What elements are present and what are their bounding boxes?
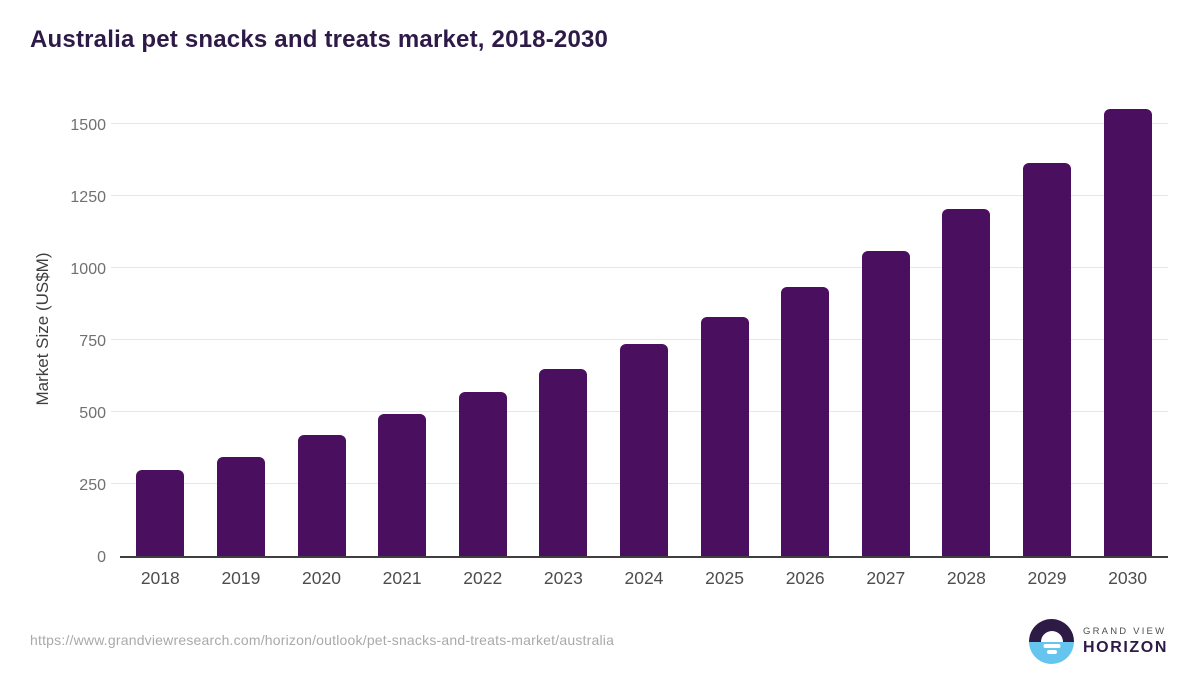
bar-slot-2028 <box>926 100 1007 556</box>
bar-2022 <box>458 392 507 556</box>
y-tick-label-500: 500 <box>79 404 106 422</box>
bar-slot-2023 <box>523 100 604 556</box>
brand-logo-text: GRAND VIEW HORIZON <box>1083 626 1168 657</box>
bar-slot-2025 <box>684 100 765 556</box>
bar-2023 <box>539 369 588 556</box>
x-tick-label-2018: 2018 <box>140 568 180 588</box>
x-tick-label-2019: 2019 <box>221 568 261 588</box>
bar-slot-2021 <box>362 100 443 556</box>
gridline-1250 <box>111 194 1168 196</box>
x-tick-label-2021: 2021 <box>382 568 422 588</box>
y-tick-label-1250: 1250 <box>70 188 106 206</box>
bar-2021 <box>378 414 427 556</box>
bar-2028 <box>942 209 991 556</box>
bar-2024 <box>619 344 668 556</box>
brand-logo: GRAND VIEW HORIZON <box>1029 619 1168 664</box>
gridline-750 <box>111 338 1168 340</box>
logo-sun-shape <box>1040 630 1063 642</box>
bar-slot-2018 <box>120 100 201 556</box>
bar-2019 <box>216 457 265 556</box>
bar-slot-2026 <box>765 100 846 556</box>
bar-slot-2030 <box>1087 100 1168 556</box>
brand-name-top: GRAND VIEW <box>1083 626 1167 637</box>
x-tick-label-2023: 2023 <box>543 568 583 588</box>
chart-title: Australia pet snacks and treats market, … <box>30 26 609 53</box>
bar-2026 <box>781 286 830 556</box>
gridline-1000 <box>111 266 1168 268</box>
bar-slot-2029 <box>1007 100 1088 556</box>
bar-2020 <box>297 435 346 556</box>
x-tick-label-2020: 2020 <box>302 568 341 588</box>
x-tick-label-2026: 2026 <box>785 568 825 588</box>
y-tick-label-0: 0 <box>97 549 106 566</box>
x-tick-label-2027: 2027 <box>866 568 906 588</box>
bar-2025 <box>700 316 749 556</box>
y-tick-label-750: 750 <box>79 332 106 350</box>
gridline-1500 <box>111 122 1168 124</box>
bar-2029 <box>1023 163 1071 556</box>
x-tick-label-2028: 2028 <box>946 568 986 588</box>
plot-area <box>111 100 1168 558</box>
logo-reflection-line-2 <box>1046 650 1057 654</box>
brand-name-bottom: HORIZON <box>1083 639 1168 656</box>
logo-sky-half <box>1029 619 1075 642</box>
source-url: https://www.grandviewresearch.com/horizo… <box>30 632 615 648</box>
bar-2018 <box>136 469 185 556</box>
bar-2030 <box>1103 108 1152 556</box>
bar-2027 <box>861 250 910 556</box>
x-tick-label-2024: 2024 <box>624 568 664 588</box>
bar-slot-2022 <box>442 100 523 556</box>
bar-slot-2027 <box>845 100 926 556</box>
x-tick-label-2025: 2025 <box>705 568 745 588</box>
bar-slot-2024 <box>604 100 685 556</box>
y-axis-tick-labels: 0 250 500 750 1000 1250 1500 <box>0 100 106 566</box>
logo-reflection-line-1 <box>1043 644 1061 648</box>
y-tick-label-1000: 1000 <box>70 260 106 278</box>
y-tick-label-1500: 1500 <box>70 116 106 134</box>
x-tick-label-2022: 2022 <box>463 568 503 588</box>
x-axis-tick-labels: 2018 2019 2020 2021 2022 2023 2024 2025 2026 2027… <box>120 568 1168 589</box>
horizon-sun-icon <box>1029 619 1075 664</box>
bar-slot-2019 <box>201 100 282 556</box>
y-tick-label-250: 250 <box>79 476 106 494</box>
bar-slot-2020 <box>281 100 362 556</box>
x-tick-label-2030: 2030 <box>1108 568 1148 588</box>
x-tick-label-2029: 2029 <box>1027 568 1067 588</box>
